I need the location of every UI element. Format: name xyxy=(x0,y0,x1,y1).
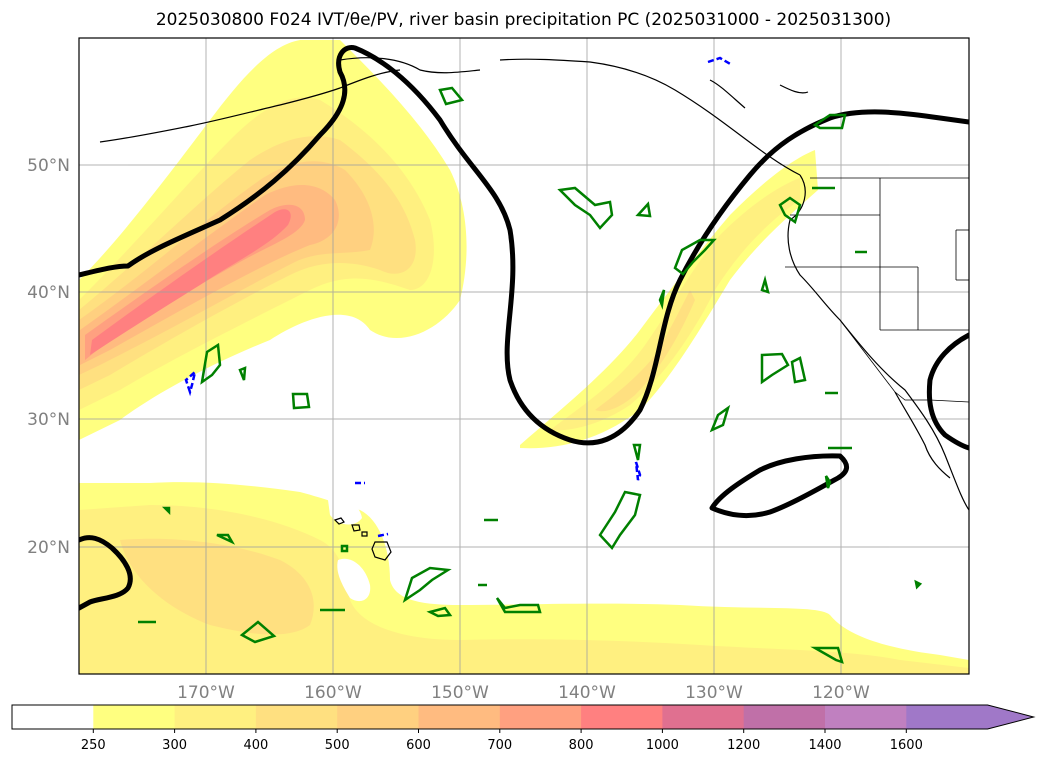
colorbar-level-label: 800 xyxy=(569,738,594,753)
longitude-labels: 170°W 160°W 150°W 140°W 130°W 120°W xyxy=(177,683,870,703)
state-borders xyxy=(785,177,969,403)
colorbar-swatch xyxy=(825,705,907,729)
colorbar-level-label: 1200 xyxy=(727,738,760,753)
colorbar-swatches xyxy=(11,704,1036,730)
colorbar-swatch xyxy=(499,705,582,729)
lon-label-140w: 140°W xyxy=(558,683,616,703)
colorbar-level-label: 500 xyxy=(325,738,350,753)
lon-label-130w: 130°W xyxy=(685,683,743,703)
precip-pc-positive-contours xyxy=(138,86,923,664)
map-title: 2025030800 F024 IVT/θe/PV, river basin p… xyxy=(155,10,892,30)
colorbar-swatch xyxy=(662,705,745,729)
colorbar-level-label: 1400 xyxy=(808,738,841,753)
map-panel xyxy=(79,38,969,674)
colorbar-swatch xyxy=(174,705,257,729)
lon-label-170w: 170°W xyxy=(177,683,235,703)
colorbar-swatch xyxy=(418,705,501,729)
colorbar-swatch xyxy=(12,705,94,729)
gridlines xyxy=(79,38,969,674)
lat-label-30: 30°N xyxy=(27,410,70,430)
colorbar-level-label: 400 xyxy=(243,738,268,753)
colorbar-swatch xyxy=(743,705,826,729)
colorbar-swatch xyxy=(93,705,176,729)
colorbar-swatch xyxy=(581,705,663,729)
lon-label-160w: 160°W xyxy=(304,683,362,703)
ivt-plume-north-pacific xyxy=(79,40,467,440)
lat-label-40: 40°N xyxy=(27,283,70,303)
precip-pc-negative-contours xyxy=(184,56,733,538)
pv-contours xyxy=(79,44,969,611)
colorbar-level-label: 600 xyxy=(406,738,431,753)
ivt-band-east-pacific xyxy=(520,150,818,449)
colorbar-outline xyxy=(11,704,1036,730)
colorbar-level-label: 250 xyxy=(81,738,106,753)
colorbar-level-label: 300 xyxy=(162,738,187,753)
lat-label-50: 50°N xyxy=(27,156,70,176)
colorbar-swatch xyxy=(255,705,338,729)
colorbar: 250 300 400 500 600 700 800 1000 1200 1400 1600 xyxy=(11,704,1036,753)
lat-label-20: 20°N xyxy=(27,538,70,558)
colorbar-level-label: 700 xyxy=(487,738,512,753)
hawaii-islands xyxy=(333,517,392,561)
latitude-labels: 20°N 30°N 40°N 50°N xyxy=(27,156,70,558)
colorbar-labels: 250 300 400 500 600 700 800 1000 1200 1400 1600 xyxy=(81,729,923,753)
lon-label-120w: 120°W xyxy=(812,683,870,703)
map-frame xyxy=(78,37,970,675)
colorbar-level-label: 1600 xyxy=(890,738,923,753)
colorbar-swatch xyxy=(337,705,419,729)
colorbar-level-label: 1000 xyxy=(646,738,679,753)
colorbar-swatch xyxy=(906,705,1034,729)
lon-label-150w: 150°W xyxy=(431,683,489,703)
